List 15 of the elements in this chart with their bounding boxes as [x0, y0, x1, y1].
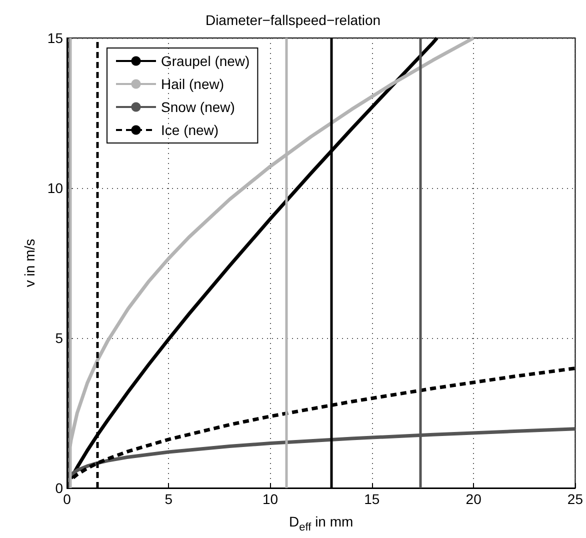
x-tick-label: 5 [164, 491, 173, 507]
legend-label: Ice (new) [161, 122, 219, 138]
chart-title: Diameter−fallspeed−relation [205, 12, 381, 28]
y-tick-label: 15 [47, 30, 64, 46]
y-tick-label: 0 [55, 480, 64, 496]
legend-label: Snow (new) [161, 99, 235, 115]
x-tick-label: 25 [567, 491, 584, 507]
y-tick-label: 10 [47, 180, 64, 196]
x-tick-label: 10 [262, 491, 278, 507]
x-tick-label: 15 [364, 491, 380, 507]
y-axis-title: v in m/s [22, 238, 38, 288]
x-tick-label: 20 [466, 491, 482, 507]
legend-label: Graupel (new) [161, 53, 250, 69]
y-tick-label: 5 [55, 330, 64, 346]
legend-label: Hail (new) [161, 76, 224, 92]
